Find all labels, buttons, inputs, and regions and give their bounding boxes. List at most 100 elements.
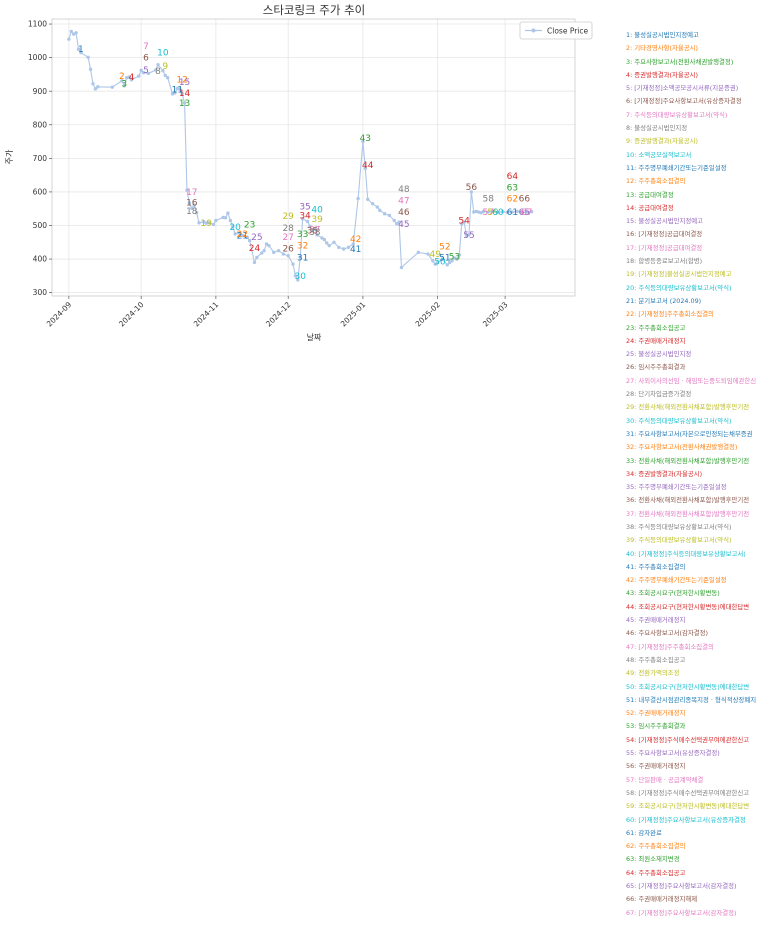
data-point — [86, 55, 90, 59]
event-note: 65: [기재정정]주요사항보고서(감자결정) — [626, 882, 737, 890]
event-annotation: 66 — [519, 195, 531, 205]
data-point — [378, 208, 382, 213]
data-point — [192, 203, 196, 207]
event-annotation: 22 — [237, 230, 248, 240]
y-tick-label: 900 — [33, 87, 48, 96]
legend: Close Price — [519, 21, 593, 40]
data-point — [450, 259, 454, 263]
data-point — [127, 75, 131, 79]
data-point — [366, 197, 370, 201]
event-annotation: 47 — [398, 196, 409, 206]
event-note: 56: 주권매매거래정지 — [626, 762, 686, 771]
data-point — [496, 210, 500, 215]
event-annotation: 40 — [311, 206, 323, 216]
data-point — [457, 253, 462, 257]
event-annotation: 18 — [186, 207, 198, 217]
data-point — [223, 216, 228, 220]
event-note: 15: 불성실공시법인지정예고 — [626, 217, 703, 226]
data-point — [291, 262, 295, 266]
event-note: 44: 조회공시요구(현저한시황변동)에대한답변 — [626, 602, 750, 611]
data-point — [305, 219, 310, 224]
event-annotation: 57 — [483, 208, 494, 218]
event-annotation: 63 — [507, 184, 518, 194]
event-note: 64: 주주총회소집공고 — [626, 868, 686, 877]
data-point — [276, 248, 281, 253]
data-point — [501, 210, 505, 214]
event-note: 27: 사외이사의선임 · 해임또는중도퇴임에관한신 — [626, 376, 757, 385]
data-point — [346, 245, 351, 250]
event-annotation: 5 — [143, 66, 149, 76]
event-note: 58: [기재정정]주식매수선택권부여에관한신고 — [626, 788, 750, 797]
data-point — [110, 85, 114, 89]
event-note: 32: 주요사항보고서(전환사채권발행결정) — [626, 443, 738, 452]
data-point — [310, 228, 314, 233]
event-note: 54: [기재정정]주식매수선택권부여에관한신고 — [626, 735, 750, 744]
event-annotation: 33 — [297, 230, 308, 240]
event-note: 63: 최원소재지변경 — [626, 855, 680, 864]
data-point — [416, 250, 421, 255]
data-point — [214, 218, 218, 223]
data-point — [382, 212, 387, 216]
data-point — [137, 74, 141, 78]
event-note: 11: 주주명부폐쇄기간또는기준일설정 — [626, 163, 727, 172]
event-note: 28: 단기차입금증가결정 — [626, 390, 692, 399]
data-point — [252, 260, 257, 265]
data-point — [325, 241, 329, 245]
event-note: 19: [기재정정]불성실공시법인지정예고 — [626, 270, 732, 279]
event-note: 17: [기재정정]공급대여결정 — [626, 243, 703, 252]
event-annotation: 50 — [434, 257, 446, 267]
event-annotation: 42 — [350, 235, 361, 245]
data-point — [259, 251, 264, 255]
data-point — [182, 101, 187, 105]
event-note: 2: 기타경영사항(자율공시) — [626, 44, 699, 53]
event-note: 8: 불성실공시법인지정 — [626, 124, 688, 133]
event-note: 62: 주주총회소집결의 — [626, 842, 686, 851]
event-annotation: 11 — [172, 86, 183, 96]
event-note: 57: 단일판매 · 공급계약체결 — [626, 775, 704, 784]
event-annotation: 14 — [179, 89, 191, 99]
event-annotation: 21 — [237, 232, 248, 242]
event-annotation: 34 — [299, 211, 311, 221]
event-annotation: 26 — [282, 244, 294, 254]
data-point — [139, 68, 143, 73]
event-annotation: 19 — [201, 219, 213, 229]
data-point — [281, 252, 286, 256]
event-note: 4: 증권발행결과(자율공시) — [626, 70, 699, 79]
data-point — [440, 257, 445, 261]
event-note: 52: 주권매매거래정지 — [626, 709, 686, 718]
data-point — [267, 243, 271, 248]
event-annotation: 52 — [439, 243, 450, 253]
data-point — [322, 237, 327, 242]
event-annotation: 55 — [463, 231, 474, 241]
data-point — [515, 209, 519, 214]
event-note: 40: [기재정정]주식등의대량보유상황보고서( — [626, 549, 746, 558]
event-annotation: 6 — [143, 54, 149, 64]
event-annotation: 60 — [492, 208, 504, 218]
data-point — [351, 242, 355, 246]
event-note: 21: 분기보고서 (2024.09) — [626, 296, 702, 305]
data-point — [141, 71, 146, 75]
event-annotation: 29 — [282, 212, 294, 222]
event-note: 22: [기재정정]주주총회소집결의 — [626, 310, 714, 319]
data-point — [300, 217, 305, 221]
event-note: 30: 주식등의대량보유상황보고서(약식) — [626, 416, 732, 425]
event-note: 9: 증권발행결과(자율공시) — [626, 137, 699, 146]
event-note: 49: 전환가액의조정 — [626, 669, 680, 678]
event-annotation: 1 — [78, 45, 84, 55]
event-note: 47: [기재정정]주주총회소집결의 — [626, 642, 714, 651]
data-point — [505, 210, 510, 215]
data-point — [233, 232, 237, 236]
data-point — [93, 87, 98, 91]
event-annotation: 36 — [307, 227, 319, 237]
data-point — [156, 62, 160, 67]
data-point — [397, 220, 401, 224]
data-point — [67, 37, 71, 41]
x-tick-label: 2024-09 — [45, 300, 74, 329]
plot-area-frame — [51, 18, 576, 297]
event-annotation: 53 — [449, 252, 460, 262]
event-annotation: 62 — [507, 195, 518, 205]
event-annotation: 32 — [297, 242, 308, 252]
data-point — [387, 213, 392, 218]
data-point — [341, 247, 346, 251]
event-annotation: 23 — [244, 220, 255, 230]
